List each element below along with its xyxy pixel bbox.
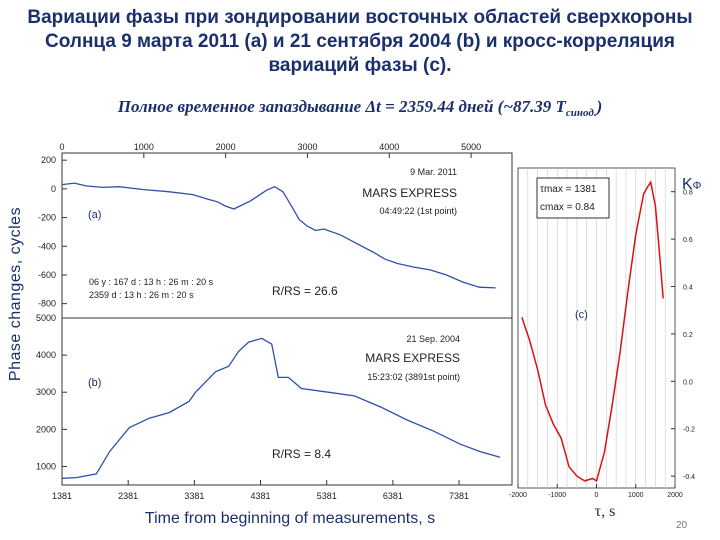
panel-c-ytick-label: 0.4 <box>683 285 693 292</box>
panel-b-xtick-label: 7381 <box>449 491 469 501</box>
panel-b-date: 21 Sep. 2004 <box>406 334 460 344</box>
panel-a-ratio: R/RS = 26.6 <box>272 284 338 298</box>
panel-c-ytick-label: 0.6 <box>683 237 693 244</box>
panel-a-top-tick-label: 1000 <box>134 142 154 152</box>
panel-c-xtick-label: -1000 <box>548 492 566 499</box>
k-phi-subscript: Φ <box>693 180 702 192</box>
panel-b-xtick-label: 3381 <box>184 491 204 501</box>
panel-a-ytick-label: -400 <box>38 241 56 251</box>
panel-c-xtick-label: 0 <box>595 492 599 499</box>
panel-c-label: (c) <box>575 309 588 321</box>
panel-a-ytick-label: -600 <box>38 270 56 280</box>
panel-a-note-1: 06 y : 167 d : 13 h : 26 m : 20 s <box>89 277 214 287</box>
panel-a-note-2: 2359 d : 13 h : 26 m : 20 s <box>89 290 194 300</box>
panel-c-ytick-label: 0.0 <box>683 379 693 386</box>
panel-b-xtick-label: 4381 <box>251 491 271 501</box>
panel-b-xtick-label: 6381 <box>383 491 403 501</box>
panel-b-time: 15:23:02 (3891st point) <box>367 372 460 382</box>
panel-b-ytick-label: 5000 <box>36 313 56 323</box>
panel-a-date: 9 Mar. 2011 <box>410 167 457 177</box>
panel-c-xtick-label: 2000 <box>667 492 683 499</box>
x-axis-label: Time from beginning of measurements, s <box>95 510 485 528</box>
panel-a-ytick-label: 200 <box>41 155 56 165</box>
page-number: 20 <box>676 520 687 531</box>
panel-a-top-tick-label: 0 <box>59 142 64 152</box>
k-phi-main: K <box>682 176 693 193</box>
panel-a-time: 04:49:22 (1st point) <box>379 206 457 216</box>
panel-a-label: (a) <box>88 209 101 221</box>
panel-b-xtick-label: 2381 <box>118 491 138 501</box>
panel-c-annotation-1: τmax = 1381 <box>540 184 597 195</box>
panel-a-ytick-label: -200 <box>38 213 56 223</box>
panel-c-ytick-label: 0.2 <box>683 332 693 339</box>
panel-a-top-tick-label: 2000 <box>216 142 236 152</box>
panel-b-ytick-label: 2000 <box>36 424 56 434</box>
k-phi-label: KΦ <box>682 176 701 194</box>
y-axis-label: Phase changes, cycles <box>7 194 25 394</box>
panel-b-xtick-label: 1381 <box>52 491 72 501</box>
x-axis-label-c: τ, s <box>575 503 635 521</box>
panel-b-ytick-label: 1000 <box>36 461 56 471</box>
panel-a-top-tick-label: 3000 <box>297 142 317 152</box>
panel-b-ytick-label: 3000 <box>36 387 56 397</box>
panel-c-xtick-label: -2000 <box>509 492 527 499</box>
panel-a-ytick-label: -800 <box>38 299 56 309</box>
panel-b-ratio: R/RS = 8.4 <box>272 447 331 461</box>
panel-c-annotation-2: cmax = 0.84 <box>540 202 595 213</box>
panel-b-label: (b) <box>88 377 101 389</box>
panel-a-ytick-label: 0 <box>51 184 56 194</box>
panel-a-top-tick-label: 4000 <box>379 142 399 152</box>
panel-a-top-tick-label: 5000 <box>461 142 481 152</box>
panel-c-ytick-label: -0.4 <box>683 474 695 481</box>
panel-b-xtick-label: 5381 <box>317 491 337 501</box>
panel-b-mission: MARS EXPRESS <box>365 351 460 365</box>
panel-c-xtick-label: 1000 <box>628 492 644 499</box>
panel-c-ytick-label: -0.2 <box>683 427 695 434</box>
panel-b-ytick-label: 4000 <box>36 350 56 360</box>
panel-a-mission: MARS EXPRESS <box>362 186 457 200</box>
